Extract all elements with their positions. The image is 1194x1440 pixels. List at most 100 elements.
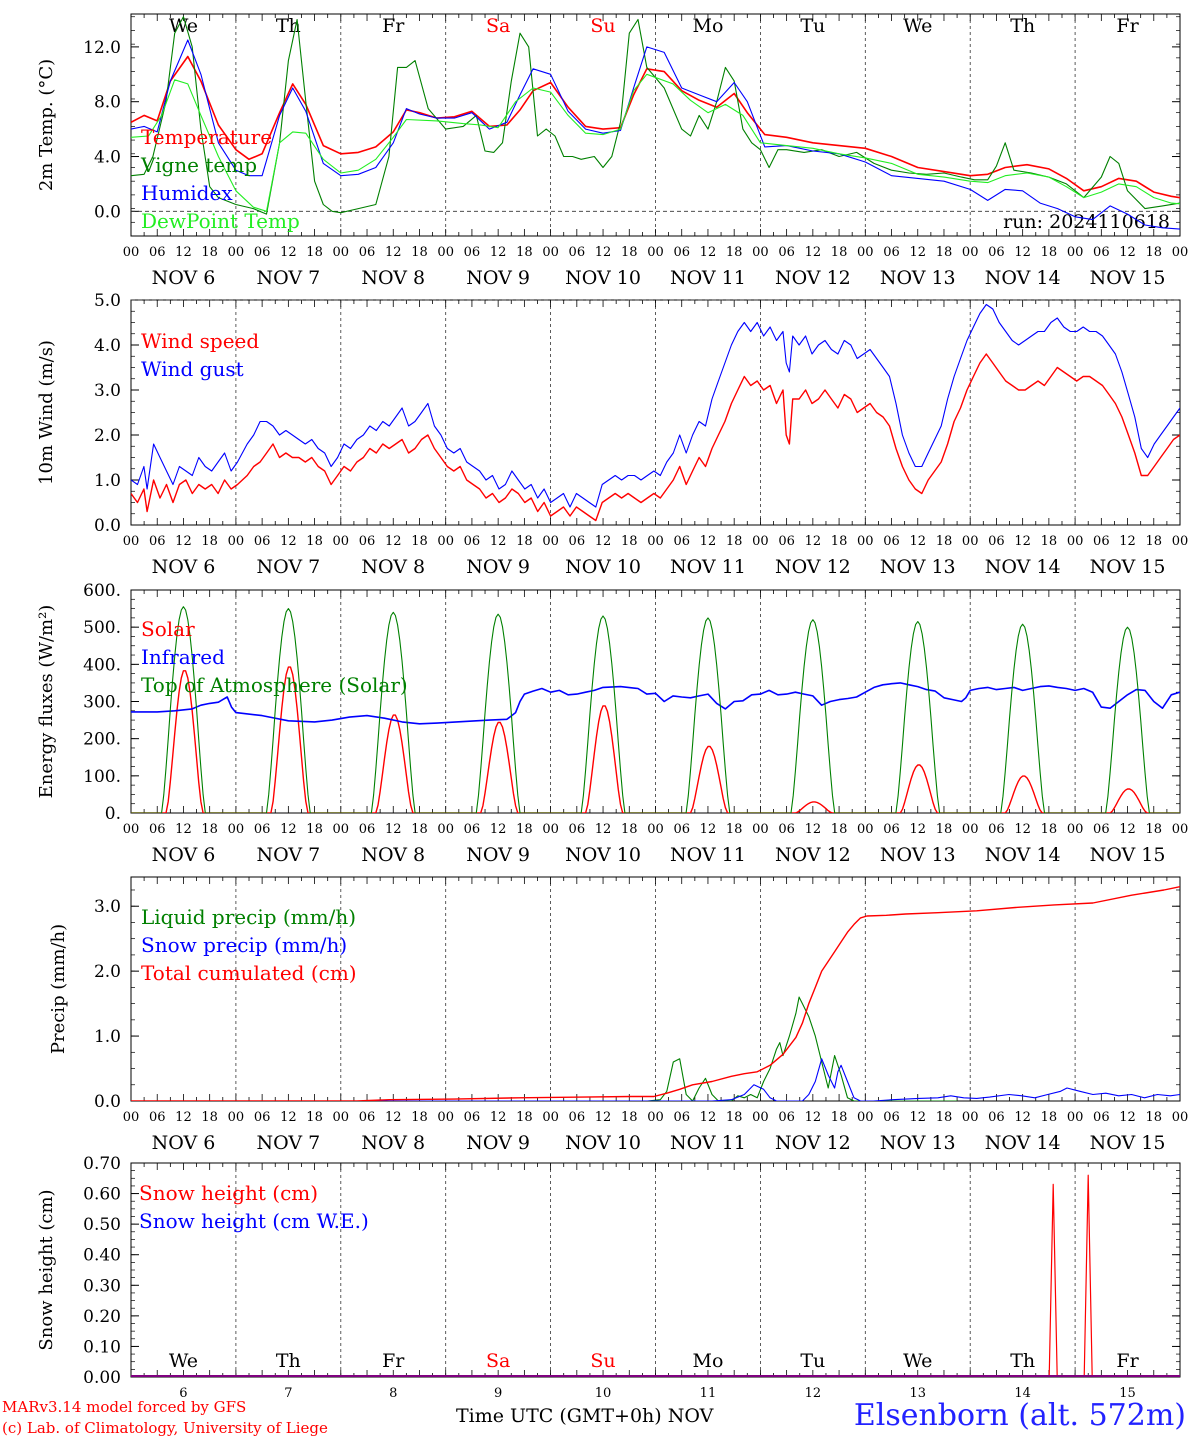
day-label: NOV 8 <box>361 556 425 578</box>
hour-tick-label: 06 <box>254 534 271 549</box>
weekday-label: We <box>169 1350 198 1372</box>
series-snow-precip-mm-h-line <box>131 1058 1180 1101</box>
hour-tick-label: 18 <box>726 1110 743 1125</box>
hour-tick-label: 18 <box>621 822 638 837</box>
hour-tick-label: 06 <box>464 1110 481 1125</box>
hour-tick-label: 06 <box>149 534 166 549</box>
hour-tick-label: 18 <box>306 1110 323 1125</box>
hour-tick-label: 00 <box>647 245 664 260</box>
weekday-label: Sa <box>486 15 510 37</box>
hour-tick-label: 12 <box>805 822 822 837</box>
hour-tick-label: 06 <box>254 822 271 837</box>
y-tick-label: 400. <box>83 655 121 675</box>
y-tick-label: 3.0 <box>94 897 121 917</box>
hour-tick-label: 12 <box>1014 534 1031 549</box>
day-label: NOV 15 <box>1090 844 1166 866</box>
legend-solar: Solar <box>141 617 195 641</box>
y-tick-label: 0.30 <box>83 1276 121 1296</box>
day-label: NOV 7 <box>256 267 320 289</box>
hour-tick-label: 06 <box>883 1110 900 1125</box>
hour-tick-label: 12 <box>175 822 192 837</box>
hour-tick-label: 00 <box>542 822 559 837</box>
legend-temperature: Temperature <box>141 125 272 149</box>
hour-tick-label: 06 <box>569 1110 586 1125</box>
hour-tick-label: 12 <box>909 1110 926 1125</box>
hour-tick-label: 00 <box>647 534 664 549</box>
hour-tick-label: 06 <box>673 822 690 837</box>
hour-tick-label: 06 <box>464 534 481 549</box>
hour-tick-label: 18 <box>1146 1110 1163 1125</box>
hour-tick-label: 00 <box>542 534 559 549</box>
day-label: NOV 7 <box>256 556 320 578</box>
panel-3: 0. 100. 200. 300. 400. 500. 600. Energy fluxes … <box>36 581 1188 866</box>
y-tick-label: 4.0 <box>94 336 121 356</box>
weekday-label: Fr <box>382 1350 405 1372</box>
y-tick-label: 0.10 <box>83 1337 121 1357</box>
series-vigne-temp-line <box>131 16 1180 215</box>
day-label: NOV 13 <box>880 844 956 866</box>
hour-tick-label: 12 <box>490 245 507 260</box>
hour-tick-label: 12 <box>1119 822 1136 837</box>
series-solar-line <box>131 666 1180 813</box>
weekday-label: Tu <box>800 15 825 37</box>
hour-tick-label: 18 <box>1146 822 1163 837</box>
hour-tick-label: 12 <box>385 1110 402 1125</box>
hour-tick-label: 12 <box>805 534 822 549</box>
lab-credit: (c) Lab. of Climatology, University of L… <box>2 1419 328 1437</box>
hour-tick-label: 00 <box>962 534 979 549</box>
day-number-label: 11 <box>700 1386 717 1401</box>
legend-dewpoint-temp: DewPoint Temp <box>141 209 300 233</box>
hour-tick-label: 12 <box>805 245 822 260</box>
x-axis-title: Time UTC (GMT+0h) NOV <box>456 1405 714 1427</box>
hour-tick-label: 12 <box>280 534 297 549</box>
hour-tick-label: 06 <box>883 534 900 549</box>
hour-tick-label: 18 <box>411 1110 428 1125</box>
hour-tick-label: 00 <box>1067 1110 1084 1125</box>
y-tick-label: 0.00 <box>83 1368 121 1388</box>
y-tick-label: 0.60 <box>83 1185 121 1205</box>
hour-tick-label: 12 <box>385 822 402 837</box>
hour-tick-label: 18 <box>516 245 533 260</box>
day-label: NOV 10 <box>565 1132 641 1154</box>
day-label: NOV 11 <box>670 267 746 289</box>
hour-tick-label: 00 <box>228 822 245 837</box>
series-dewpoint-temp-line <box>131 73 1180 212</box>
hour-tick-label: 12 <box>909 245 926 260</box>
hour-tick-label: 00 <box>962 245 979 260</box>
hour-tick-label: 18 <box>936 245 953 260</box>
day-label: NOV 13 <box>880 267 956 289</box>
day-label: NOV 15 <box>1090 1132 1166 1154</box>
hour-tick-label: 06 <box>359 822 376 837</box>
y-tick-label: 0.50 <box>83 1215 121 1235</box>
series-total-cumulated-cm-line <box>131 886 1180 1101</box>
hour-tick-label: 18 <box>831 1110 848 1125</box>
hour-tick-label: 12 <box>1119 534 1136 549</box>
day-label: NOV 12 <box>775 844 851 866</box>
legend-snow-precip-mm-h: Snow precip (mm/h) <box>141 933 347 957</box>
day-number-label: 12 <box>805 1386 822 1401</box>
y-axis-label: Snow height (cm) <box>36 1189 57 1350</box>
hour-tick-label: 00 <box>752 534 769 549</box>
hour-tick-label: 00 <box>857 245 874 260</box>
hour-tick-label: 00 <box>1067 822 1084 837</box>
day-label: NOV 14 <box>985 267 1061 289</box>
hour-tick-label: 00 <box>333 534 350 549</box>
hour-tick-label: 18 <box>411 245 428 260</box>
day-number-label: 9 <box>494 1386 502 1401</box>
hour-tick-label: 06 <box>569 822 586 837</box>
hour-tick-label: 00 <box>123 534 140 549</box>
y-axis-label: 10m Wind (m/s) <box>36 340 57 485</box>
day-label: NOV 13 <box>880 1132 956 1154</box>
hour-tick-label: 12 <box>385 245 402 260</box>
hour-tick-label: 06 <box>988 245 1005 260</box>
hour-tick-label: 06 <box>883 822 900 837</box>
series-infrared-line <box>131 682 1180 725</box>
hour-tick-label: 06 <box>1093 1110 1110 1125</box>
day-label: NOV 13 <box>880 556 956 578</box>
hour-tick-label: 18 <box>201 1110 218 1125</box>
hour-tick-label: 06 <box>988 822 1005 837</box>
hour-tick-label: 18 <box>831 534 848 549</box>
hour-tick-label: 00 <box>123 245 140 260</box>
hour-tick-label: 06 <box>673 534 690 549</box>
hour-tick-label: 00 <box>1172 534 1189 549</box>
